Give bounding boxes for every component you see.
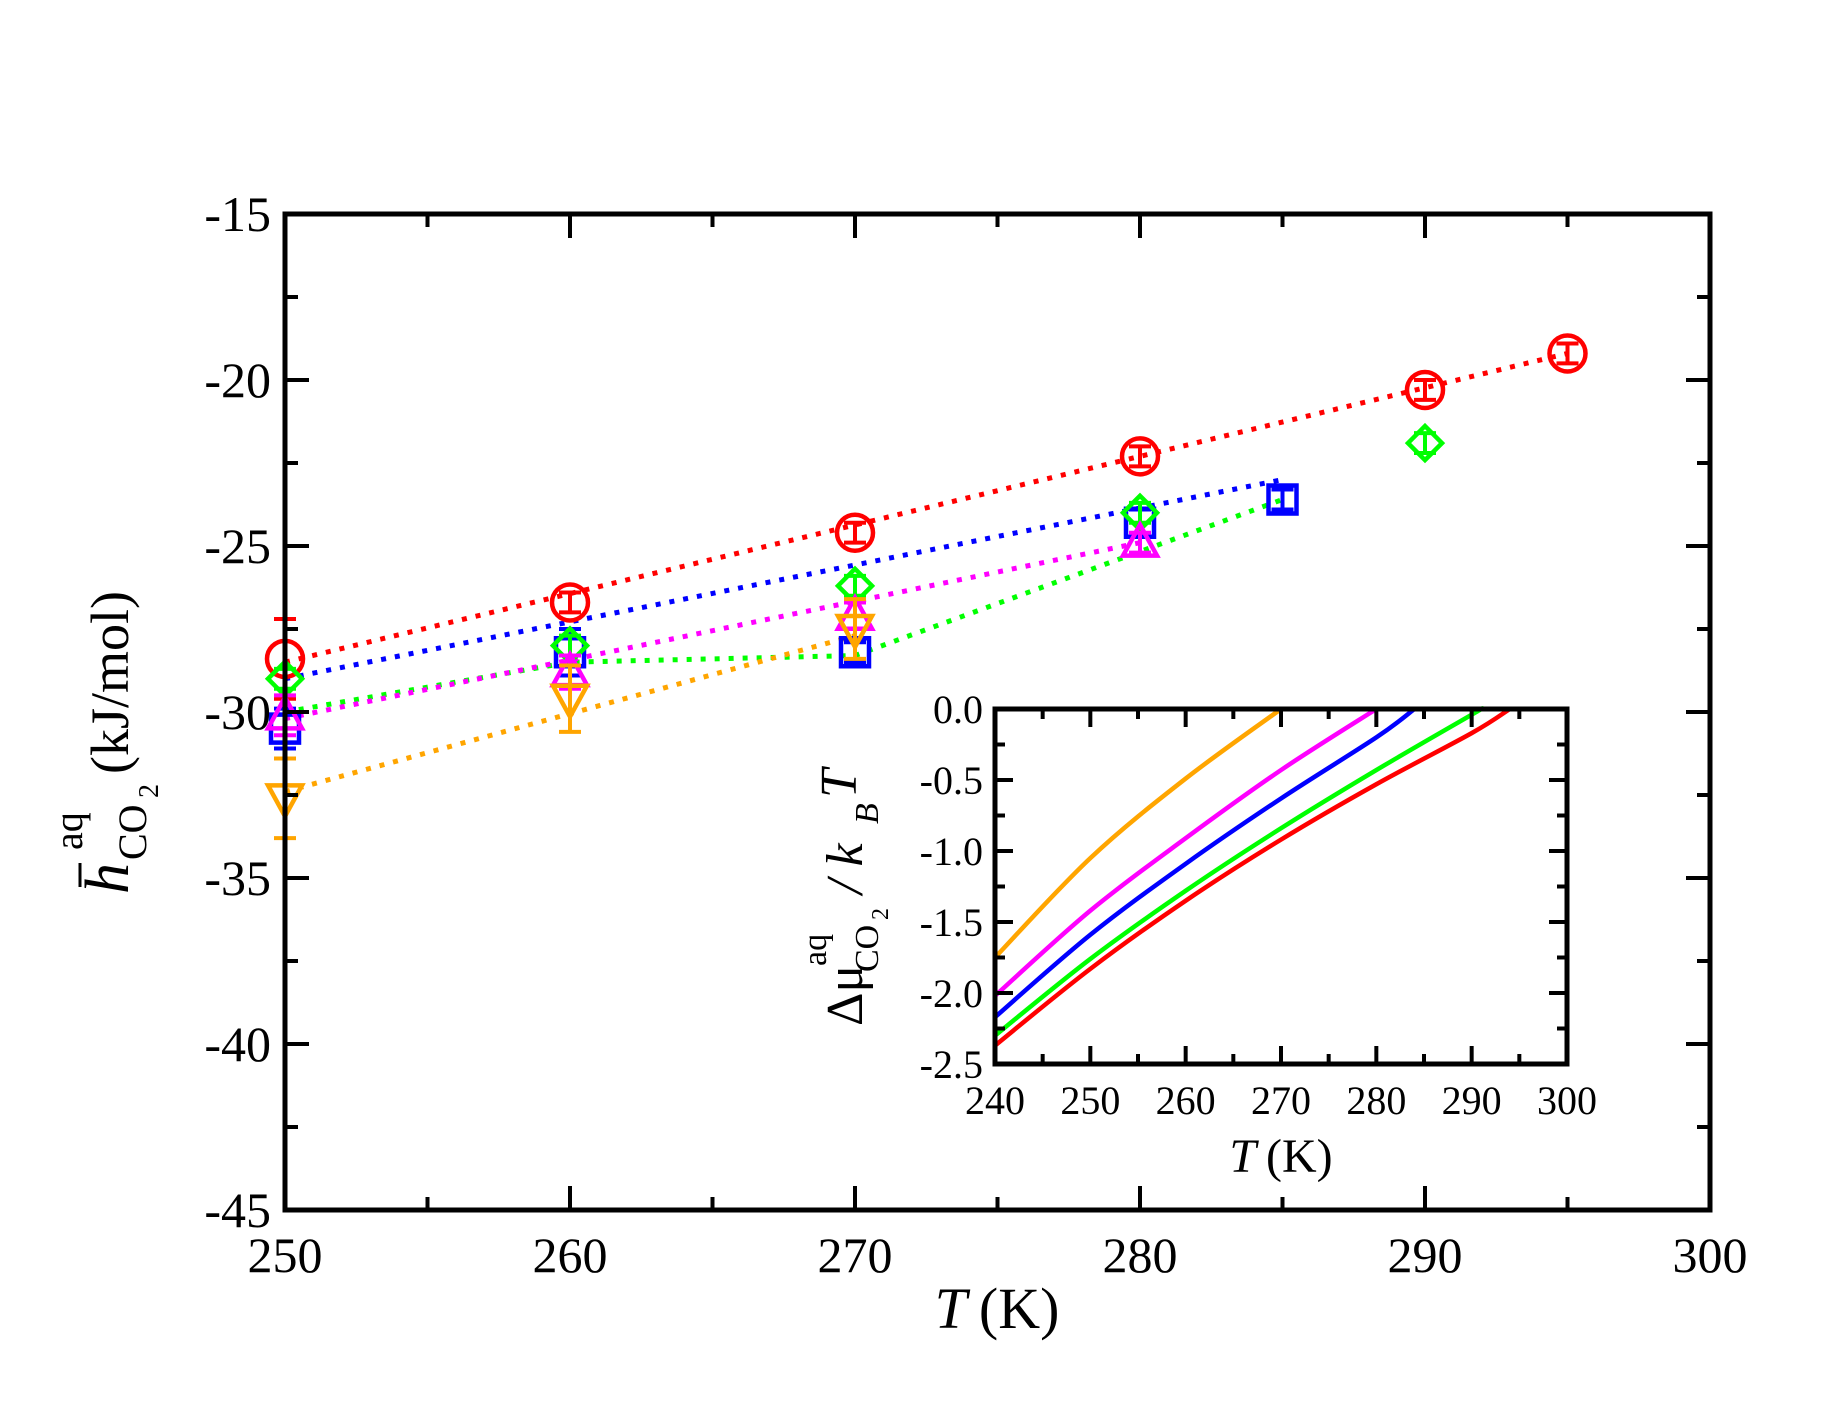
inset-ticks bbox=[993, 707, 1569, 1066]
inset-y-axis-sup: aq bbox=[797, 934, 834, 966]
inset-y-tick-label: 0.0 bbox=[933, 687, 983, 732]
marker-circle bbox=[1547, 333, 1588, 374]
inset-x-tick-label: 240 bbox=[965, 1078, 1025, 1123]
main-y-axis-symbol: h bbox=[74, 863, 142, 894]
main-y-axis-sup: aq bbox=[46, 812, 91, 850]
inset-x-tick-label: 260 bbox=[1156, 1078, 1216, 1123]
inset-y-tick-label: -1.5 bbox=[920, 900, 983, 945]
main-x-tick-label: 270 bbox=[818, 1227, 893, 1283]
inset-y-axis-T: T bbox=[811, 766, 868, 798]
inset-background bbox=[995, 709, 1567, 1064]
marker-circle bbox=[549, 582, 591, 623]
main-x-tick-label: 300 bbox=[1673, 1227, 1748, 1283]
inset-curve bbox=[993, 707, 1283, 960]
inset-x-tick-labels: 240 250 260 270 280 290 300 bbox=[965, 1078, 1597, 1123]
main-y-tick-label: -40 bbox=[204, 1016, 271, 1072]
inset-y-tick-label: -0.5 bbox=[920, 758, 983, 803]
main-y-axis-sub: CO bbox=[110, 804, 155, 860]
main-y-tick-label: -35 bbox=[204, 850, 271, 906]
main-x-axis-symbol: T bbox=[935, 1276, 971, 1341]
main-x-tick-label: 280 bbox=[1103, 1227, 1178, 1283]
main-x-tick-label: 260 bbox=[533, 1227, 608, 1283]
main-y-tick-label: -15 bbox=[204, 186, 271, 242]
inset-y-axis-delta: Δμ bbox=[817, 965, 874, 1026]
inset-x-axis-unit: (K) bbox=[1266, 1130, 1333, 1183]
main-x-axis-unit: (K) bbox=[979, 1276, 1060, 1341]
inset-curve bbox=[993, 706, 1485, 1038]
inset-y-axis-kb-sub: B bbox=[849, 803, 886, 824]
inset-y-tick-label: -1.0 bbox=[920, 829, 983, 874]
main-fit-line bbox=[284, 497, 1284, 715]
main-x-axis-label: T (K) bbox=[935, 1276, 1060, 1341]
inset-lines bbox=[993, 706, 1512, 1048]
main-x-tick-labels: 250 260 270 280 290 300 bbox=[248, 1227, 1748, 1283]
inset-y-axis-div: / k bbox=[817, 843, 874, 897]
main-y-tick-label: -25 bbox=[204, 518, 271, 574]
main-x-tick-label: 290 bbox=[1388, 1227, 1463, 1283]
main-y-axis-label: h aq CO 2 (kJ/mol) bbox=[46, 591, 165, 894]
inset-y-tick-label: -2.0 bbox=[920, 971, 983, 1016]
inset-x-tick-label: 250 bbox=[1060, 1078, 1120, 1123]
marker-circle bbox=[834, 512, 876, 553]
inset-y-axis-label: Δμ aq CO 2 / k B T bbox=[797, 766, 894, 1026]
inset-curve bbox=[993, 707, 1378, 998]
marker-triangle-down bbox=[834, 613, 876, 652]
inset-x-tick-label: 290 bbox=[1442, 1078, 1502, 1123]
inset-x-tick-label: 300 bbox=[1537, 1078, 1597, 1123]
main-fit-line bbox=[284, 351, 1569, 665]
main-x-tick-label: 250 bbox=[248, 1227, 323, 1283]
inset-x-axis-label: T (K) bbox=[1229, 1130, 1332, 1183]
marker-diamond bbox=[1404, 422, 1446, 464]
inset-y-axis-subsub: 2 bbox=[868, 908, 894, 920]
inset-y-tick-labels: -2.5 -2.0 -1.5 -1.0 -0.5 0.0 bbox=[920, 687, 983, 1087]
main-fit-line bbox=[284, 540, 1141, 722]
main-y-axis-subsub: 2 bbox=[134, 784, 165, 798]
marker-triangle-down bbox=[549, 683, 591, 722]
marker-circle bbox=[1119, 436, 1161, 477]
marker-circle bbox=[1404, 369, 1446, 411]
main-y-axis-unit: (kJ/mol) bbox=[80, 591, 140, 774]
inset-x-axis-symbol: T bbox=[1229, 1130, 1259, 1183]
main-y-tick-label: -20 bbox=[204, 352, 271, 408]
main-y-tick-labels: -45 -40 -35 -30 -25 -20 -15 bbox=[204, 186, 271, 1238]
inset-y-tick-label: -2.5 bbox=[920, 1042, 983, 1087]
main-fit-line bbox=[284, 477, 1283, 682]
marker-square bbox=[1266, 483, 1299, 516]
main-y-tick-label: -30 bbox=[204, 684, 271, 740]
marker-diamond bbox=[1119, 492, 1161, 533]
marker-triangle-up bbox=[1119, 520, 1161, 558]
inset-curve bbox=[993, 707, 1512, 1048]
inset-curve bbox=[993, 707, 1416, 1019]
inset-x-tick-label: 280 bbox=[1346, 1078, 1406, 1123]
main-y-tick-label: -45 bbox=[204, 1182, 271, 1238]
inset-x-tick-label: 270 bbox=[1251, 1078, 1311, 1123]
main-ticks bbox=[283, 212, 1712, 1212]
inset-y-axis-sub: CO bbox=[849, 925, 886, 972]
